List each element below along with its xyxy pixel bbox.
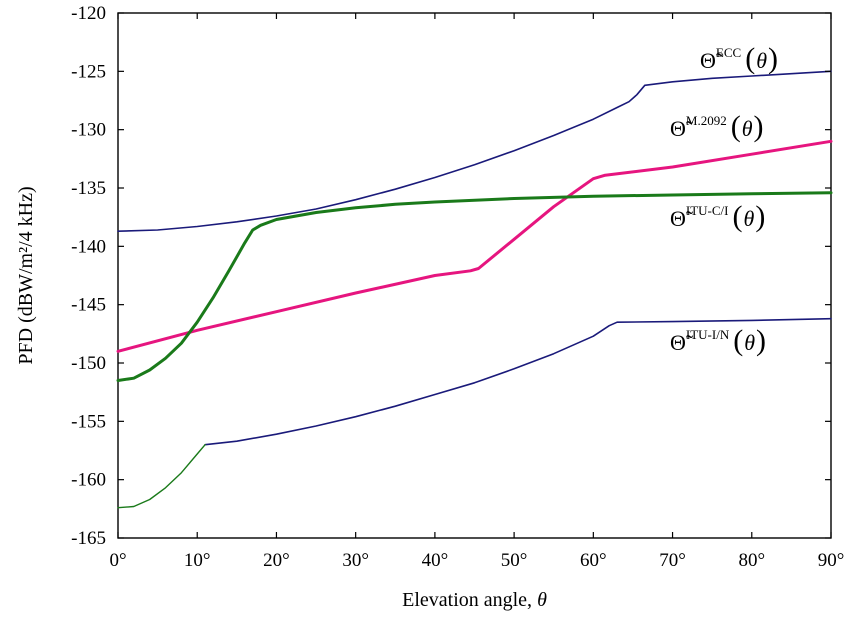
series-group [116,70,833,509]
x-tick-label: 20° [263,550,290,571]
y-tick-label: -140 [71,236,106,257]
series-label-close-paren: ) [768,42,778,75]
x-tick-label: 50° [501,550,528,571]
x-tick-label: 70° [659,550,686,571]
y-tick-label: -135 [71,178,106,199]
series-label-1: Θ̃M.2092 (θ) [670,110,764,143]
series-label-3: Θ̃ITU-I/N (θ) [670,324,766,357]
ticks-group: 0° 10° 20° 30° 40° 50° 60° 70° 80° 90° -165 -160 -15… [71,3,844,571]
series-line-3 [204,317,832,446]
y-tick-label: -125 [71,61,106,82]
x-tick-label: 0° [109,550,126,571]
x-tick-label: 60° [580,550,607,571]
plot-frame [117,12,832,539]
x-tick-label: 40° [422,550,449,571]
series-label-sup: ITU-C/I [686,203,729,218]
series-label-close-paren: ) [756,324,766,357]
series-line-0 [117,70,832,232]
series-label-arg: θ [744,330,755,355]
series-label-open-paren: ( [731,110,741,143]
x-tick-label: 30° [342,550,369,571]
series-label-sup: ECC [716,45,741,60]
x-axis-title: Elevation angle, θ [402,589,547,611]
series-label-open-paren: ( [733,324,743,357]
x-axis-title-symbol: θ [537,589,547,611]
series-label-0: Θ̃ECC (θ) [700,42,778,75]
series-label-arg: θ [744,206,755,231]
series-line-1 [116,139,833,353]
x-tick-label: 90° [818,550,845,571]
series-label-2: Θ̃ITU-C/I (θ) [670,200,765,233]
y-tick-label: -120 [71,3,106,24]
series-label-arg: θ [756,48,767,73]
series-label-sup: M.2092 [686,113,727,128]
series-label-open-paren: ( [745,42,755,75]
y-tick-label: -130 [71,120,106,141]
series-label-sup: ITU-I/N [686,327,730,342]
y-tick-label: -145 [71,295,106,316]
y-tick-label: -160 [71,470,106,491]
plot-area [117,12,832,539]
y-tick-label: -165 [71,528,106,549]
series-label-close-paren: ) [754,110,764,143]
series-labels-group: Θ̃ECC (θ)Θ̃M.2092 (θ)Θ̃ITU-C/I (θ)Θ̃ITU-I/N… [670,42,778,357]
y-tick-label: -150 [71,353,106,374]
y-tick-label: -155 [71,411,106,432]
y-axis-title: PFD (dBW/m²/4 kHz) [15,186,37,364]
series-label-open-paren: ( [733,200,743,233]
series-line-4 [117,444,206,509]
x-tick-label: 80° [738,550,765,571]
series-line-2 [116,191,833,382]
x-tick-label: 10° [184,550,211,571]
series-label-close-paren: ) [755,200,765,233]
x-axis-title-text: Elevation angle, [402,589,537,611]
series-label-arg: θ [742,116,753,141]
